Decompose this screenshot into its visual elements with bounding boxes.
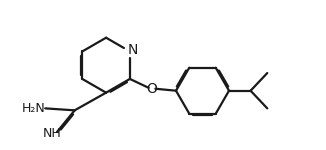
Text: H₂N: H₂N [22, 102, 45, 115]
Text: O: O [146, 82, 157, 96]
Text: NH: NH [43, 127, 62, 140]
Text: N: N [128, 43, 139, 57]
